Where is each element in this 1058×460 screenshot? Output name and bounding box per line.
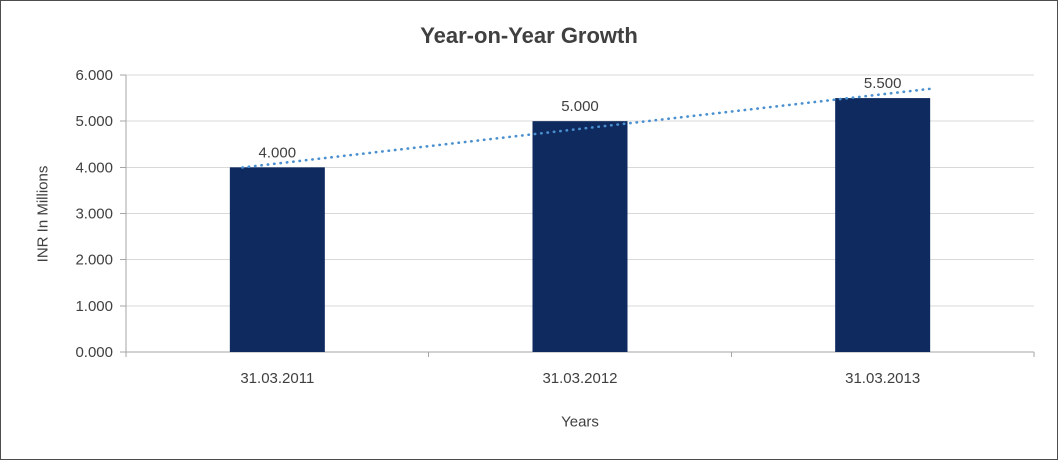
y-tick-label: 5.000	[75, 113, 113, 130]
y-tick-label: 6.000	[75, 67, 113, 84]
y-tick-label: 3.000	[75, 206, 113, 223]
x-category-label: 31.03.2011	[240, 370, 314, 387]
bar-31.03.2012	[532, 121, 628, 353]
y-tick-label: 2.000	[75, 252, 113, 269]
bar-value-label: 5.000	[561, 98, 599, 115]
x-axis-title: Years	[561, 413, 599, 431]
chart-title: Year-on-Year Growth	[420, 23, 638, 48]
bar-value-label: 4.000	[259, 144, 297, 161]
x-category-label: 31.03.2012	[542, 370, 617, 387]
y-tick-label: 0.000	[75, 344, 113, 361]
bar-31.03.2011	[229, 167, 325, 352]
y-tick-label: 1.000	[75, 298, 113, 315]
x-category-label: 31.03.2013	[845, 370, 920, 387]
bar-value-label: 5.500	[864, 75, 902, 92]
y-tick-label: 4.000	[75, 159, 113, 176]
bar-31.03.2013	[835, 98, 931, 352]
trendline	[241, 87, 932, 169]
